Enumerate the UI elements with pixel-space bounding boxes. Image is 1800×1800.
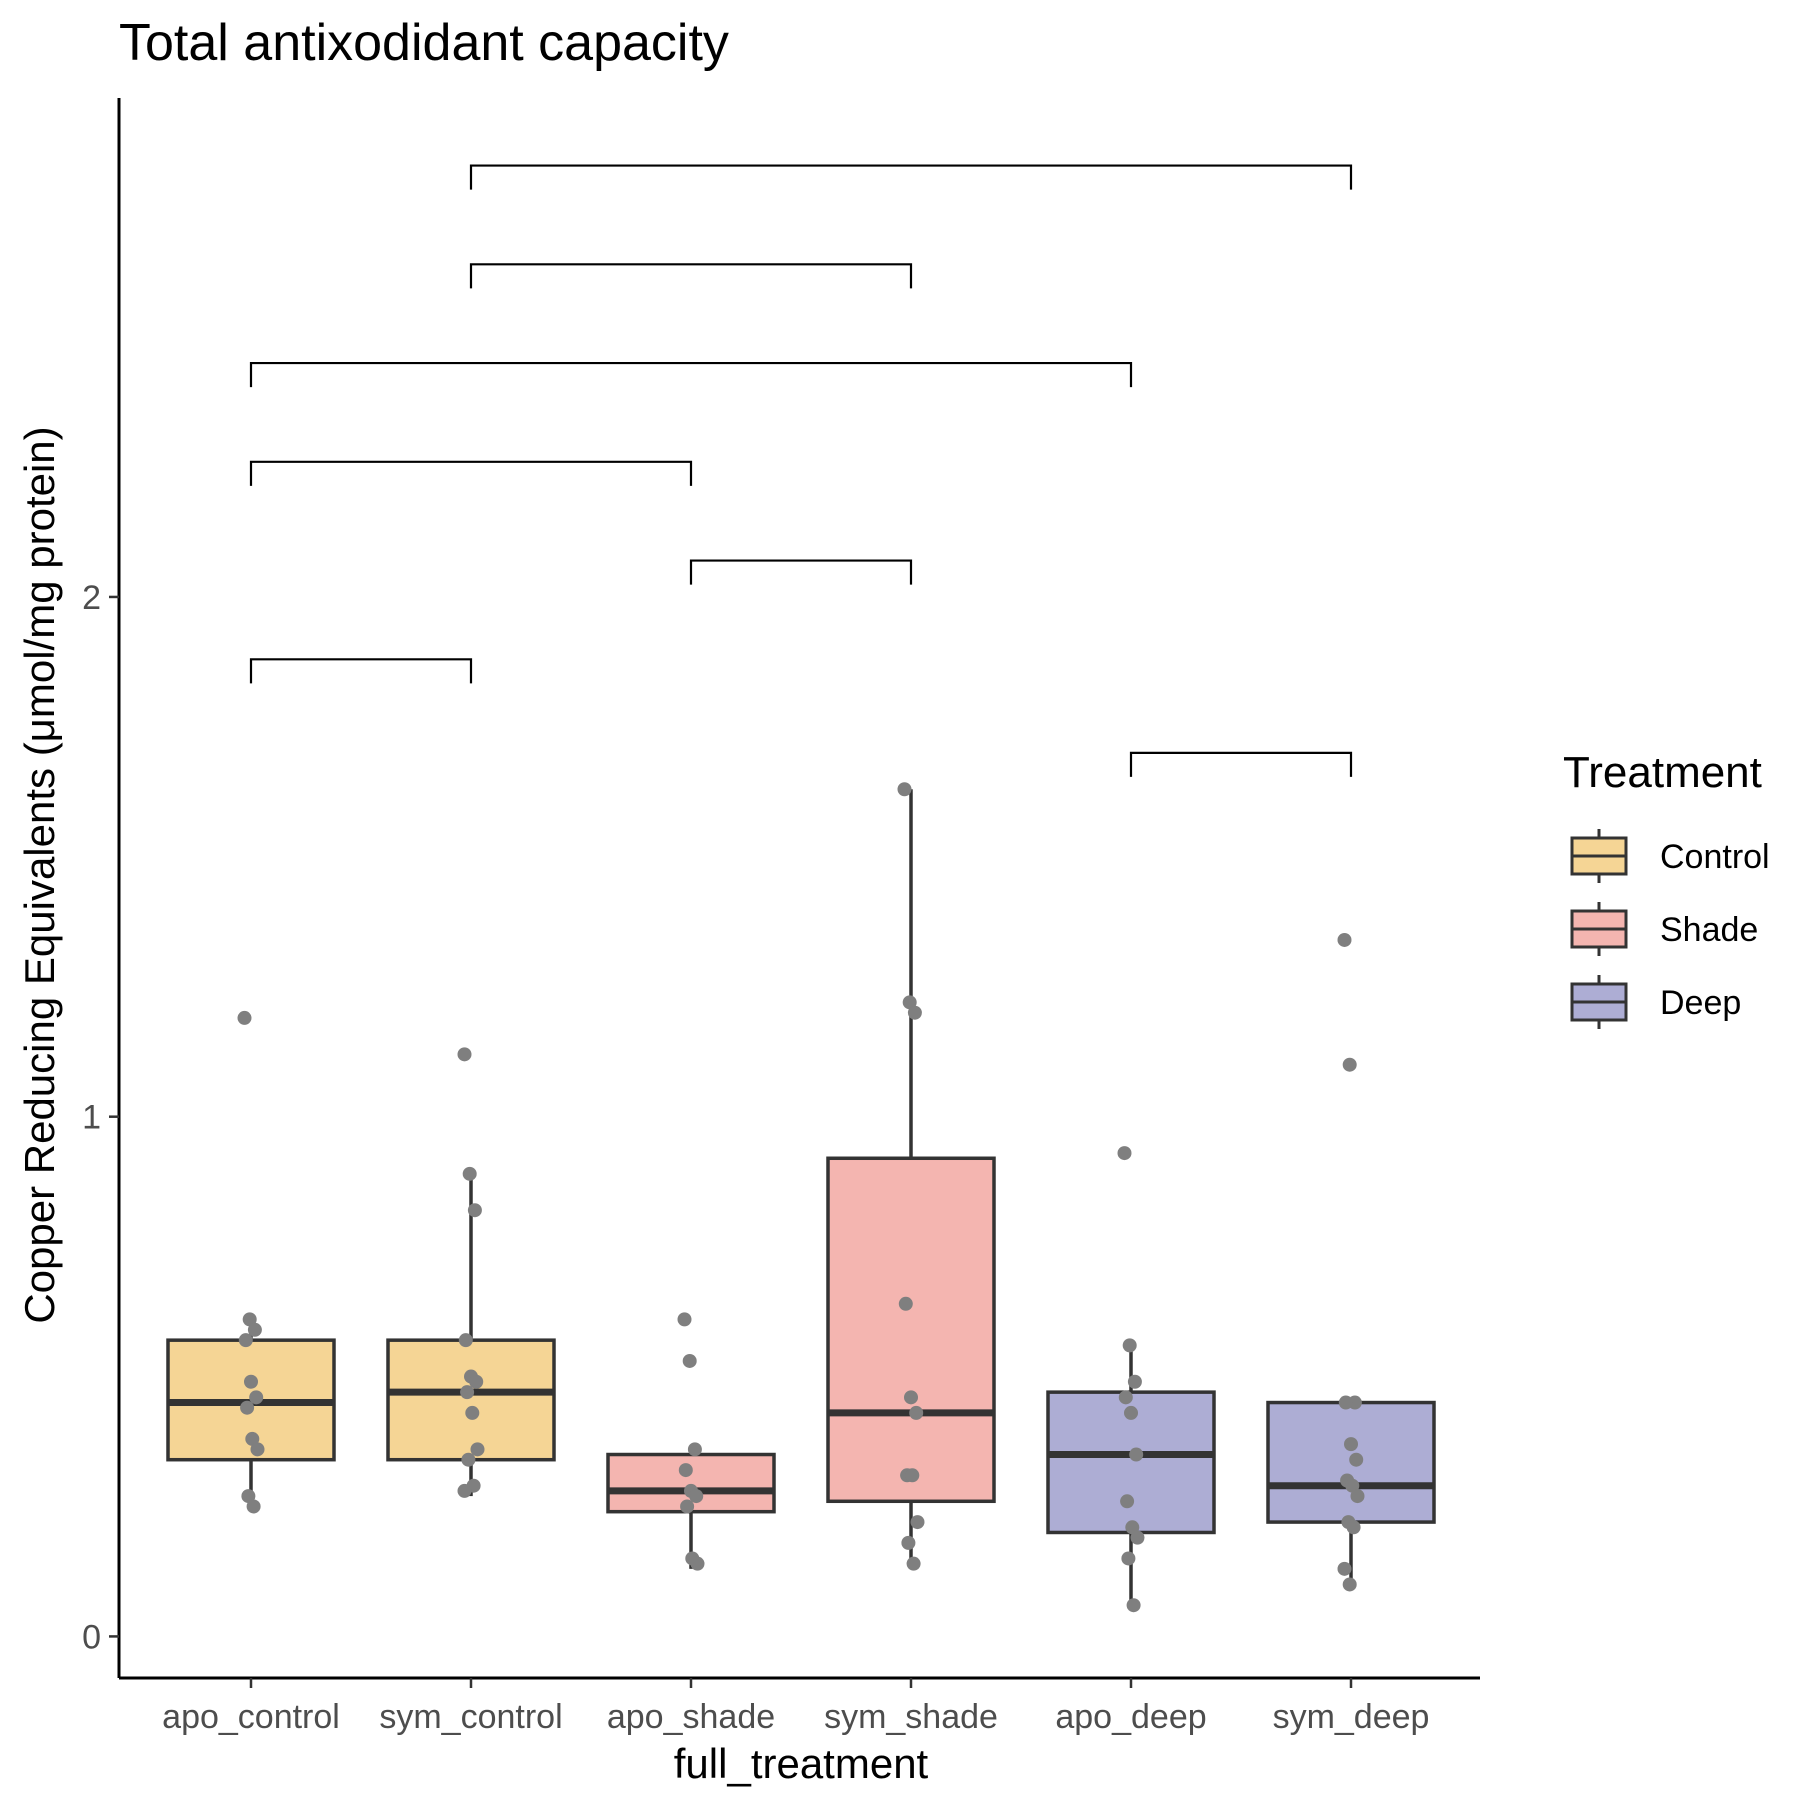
point-apo_deep (1127, 1374, 1142, 1389)
point-apo_deep (1117, 1146, 1132, 1161)
point-apo_control (241, 1489, 256, 1504)
y-axis-title: Copper Reducing Equivalents (μmol/mg pro… (16, 426, 63, 1323)
box-series (166, 789, 1436, 1606)
bracket-apo_deep-sym_deep (1129, 751, 1353, 777)
point-apo_shade (689, 1489, 704, 1504)
point-apo_deep (1129, 1447, 1144, 1462)
point-apo_deep (1120, 1494, 1135, 1509)
x-tick-label-sym_shade: sym_shade (824, 1698, 998, 1736)
point-sym_control (460, 1385, 475, 1400)
point-apo_control (245, 1431, 260, 1446)
legend-label-shade: Shade (1660, 911, 1758, 949)
point-sym_control (457, 1483, 472, 1498)
point-apo_control (247, 1322, 262, 1337)
box-sym_shade (826, 789, 996, 1564)
box-rect-sym_shade (826, 1156, 996, 1504)
point-apo_deep (1122, 1338, 1137, 1353)
point-sym_shade (906, 1556, 921, 1571)
point-apo_shade (690, 1556, 705, 1571)
axes: 0 1 2 apo_control sym_control apo_shade sym_sh… (82, 98, 1480, 1736)
x-tick-label-apo_control: apo_control (162, 1698, 340, 1736)
data-points (237, 782, 1365, 1613)
point-sym_deep (1350, 1489, 1365, 1504)
point-sym_control (467, 1203, 482, 1218)
point-apo_deep (1121, 1551, 1136, 1566)
point-apo_control (240, 1400, 255, 1415)
point-sym_deep (1345, 1478, 1360, 1493)
point-sym_control (465, 1405, 480, 1420)
point-sym_deep (1342, 1577, 1357, 1592)
legend-title: Treatment (1563, 748, 1762, 797)
point-apo_deep (1126, 1598, 1141, 1613)
point-apo_shade (680, 1499, 695, 1514)
bracket-sym_control-sym_deep (469, 164, 1353, 190)
point-sym_deep (1338, 1395, 1353, 1410)
point-apo_control (249, 1390, 264, 1405)
bracket-apo_control-sym_control (249, 658, 473, 684)
point-apo_deep (1118, 1390, 1133, 1405)
point-sym_shade (907, 1005, 922, 1020)
point-sym_shade (909, 1405, 924, 1420)
x-tick-label-sym_deep: sym_deep (1273, 1698, 1430, 1736)
point-sym_shade (905, 1468, 920, 1483)
bracket-apo_shade-sym_shade (689, 559, 913, 585)
point-apo_deep (1125, 1520, 1140, 1535)
legend: Treatment Control Shade Deep (1563, 748, 1770, 1029)
legend-item-shade: Shade (1570, 902, 1758, 956)
point-sym_deep (1337, 932, 1352, 947)
point-sym_control (462, 1166, 477, 1181)
bracket-apo_control-apo_deep (249, 361, 1133, 388)
x-tick-label-sym_control: sym_control (379, 1698, 562, 1736)
point-apo_control (237, 1010, 252, 1025)
point-sym_control (469, 1374, 484, 1389)
point-sym_shade (904, 1390, 918, 1405)
box-rect-sym_control (386, 1338, 556, 1462)
legend-item-control: Control (1570, 829, 1770, 883)
point-sym_shade (910, 1515, 925, 1530)
point-sym_control (470, 1442, 485, 1457)
y-tick-label-0: 0 (82, 1618, 101, 1656)
point-sym_deep (1344, 1437, 1358, 1452)
chart-title: Total antixodidant capacity (119, 14, 729, 72)
point-sym_control (458, 1333, 473, 1348)
point-apo_control (238, 1333, 253, 1348)
point-apo_deep (1124, 1405, 1138, 1420)
y-tick-label-2: 2 (82, 579, 101, 617)
point-sym_shade (897, 782, 912, 797)
bracket-apo_control-apo_shade (249, 460, 693, 486)
legend-label-deep: Deep (1660, 984, 1741, 1022)
point-apo_shade (687, 1442, 702, 1457)
point-apo_control (250, 1442, 265, 1457)
bracket-sym_control-sym_shade (469, 263, 913, 289)
y-tick-label-1: 1 (82, 1099, 101, 1137)
point-apo_shade (682, 1353, 697, 1368)
point-sym_control (461, 1452, 476, 1467)
x-tick-label-apo_deep: apo_deep (1055, 1698, 1206, 1736)
legend-label-control: Control (1660, 838, 1770, 876)
legend-item-deep: Deep (1570, 975, 1741, 1029)
point-sym_deep (1342, 1057, 1357, 1072)
point-sym_shade (898, 1296, 913, 1311)
point-apo_shade (678, 1463, 693, 1478)
point-apo_control (246, 1499, 261, 1514)
point-apo_shade (677, 1312, 692, 1327)
point-sym_control (457, 1047, 472, 1062)
point-sym_shade (902, 995, 917, 1010)
x-tick-label-apo_shade: apo_shade (607, 1698, 775, 1736)
point-apo_control (242, 1312, 257, 1327)
point-sym_deep (1349, 1452, 1364, 1467)
point-sym_deep (1337, 1561, 1352, 1576)
x-axis-title: full_treatment (674, 1740, 929, 1787)
point-apo_deep (1130, 1530, 1145, 1545)
point-sym_shade (901, 1535, 916, 1550)
point-apo_control (244, 1374, 258, 1389)
box-sym_deep (1266, 1400, 1436, 1585)
significance-brackets (249, 164, 1353, 777)
point-sym_deep (1346, 1520, 1361, 1535)
